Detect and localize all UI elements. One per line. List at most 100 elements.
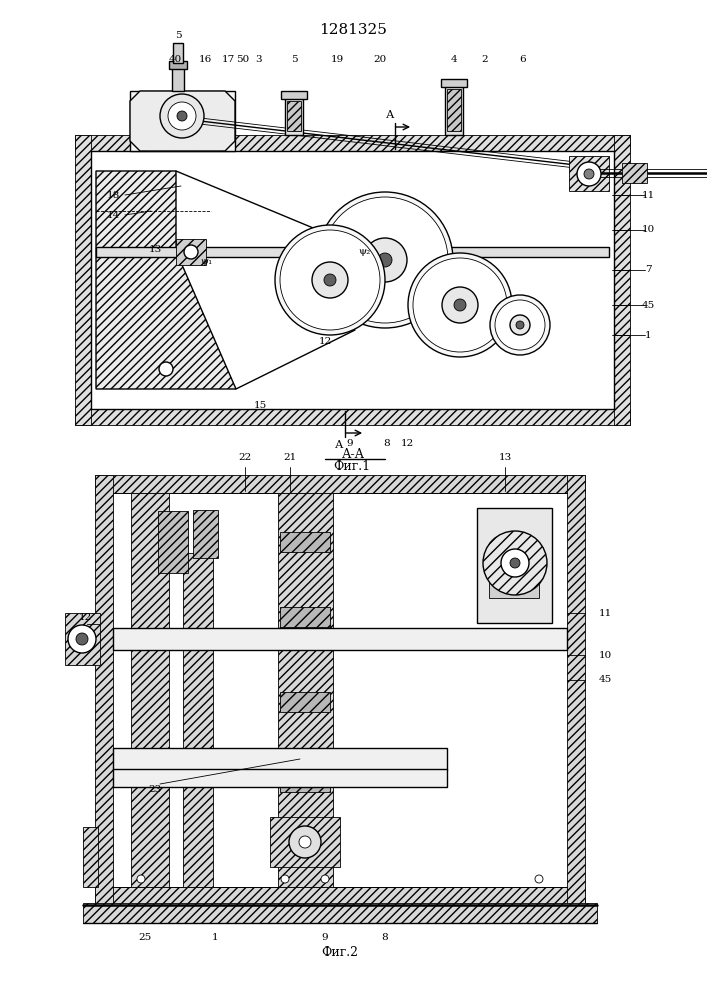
Text: 12: 12 [400,438,414,448]
Text: 20: 20 [373,55,387,64]
Text: Фиг.2: Фиг.2 [322,946,358,960]
Text: 45: 45 [598,676,612,684]
Circle shape [289,826,321,858]
Text: 16: 16 [199,55,211,64]
Circle shape [535,875,543,883]
Bar [169,61,187,69]
Text: 3: 3 [256,55,262,64]
Text: 1281325: 1281325 [319,23,387,37]
Bar [158,511,188,573]
Text: 40: 40 [168,55,182,64]
Text: 2: 2 [481,55,489,64]
Circle shape [137,875,145,883]
Text: 25: 25 [139,932,151,942]
Circle shape [516,321,524,329]
Text: 23: 23 [148,786,162,794]
Bar [144,513,156,867]
Bar [95,887,585,905]
Circle shape [76,633,88,645]
Circle shape [177,111,187,121]
Bar [65,613,100,665]
Bar [280,772,330,792]
Ellipse shape [370,634,416,644]
Bar [95,475,113,905]
Circle shape [510,315,530,335]
Ellipse shape [260,634,305,644]
Text: 13: 13 [498,452,512,462]
Circle shape [160,94,204,138]
Bar [172,63,184,91]
Bar [489,580,539,598]
Text: ψ₂: ψ₂ [359,247,371,256]
Text: 9: 9 [322,932,328,942]
Bar [75,135,91,425]
Ellipse shape [170,754,216,764]
Bar [193,553,203,867]
Text: А: А [386,110,395,120]
Circle shape [184,245,198,259]
Circle shape [317,192,453,328]
Text: 12: 12 [318,338,332,347]
Bar [285,97,303,135]
Polygon shape [96,171,236,389]
Text: 19: 19 [330,55,344,64]
Text: 6: 6 [520,55,526,64]
Bar [298,493,312,887]
Bar [176,239,206,265]
Text: 1: 1 [211,932,218,942]
Bar [75,135,630,151]
Circle shape [275,225,385,335]
Bar [622,163,647,183]
Wedge shape [161,121,203,138]
Bar [193,510,218,558]
Bar [278,493,333,887]
Text: 8: 8 [384,438,390,448]
Circle shape [322,197,448,323]
Circle shape [321,875,329,883]
Bar [441,79,467,87]
Text: 12: 12 [78,613,92,622]
Text: 10: 10 [641,226,655,234]
Circle shape [363,238,407,282]
Circle shape [312,262,348,298]
Text: 5: 5 [291,55,298,64]
Bar [280,837,330,857]
Bar [83,903,597,923]
Circle shape [168,102,196,130]
Bar [477,508,552,623]
Text: 5: 5 [175,31,181,40]
Circle shape [324,274,336,286]
Text: 15: 15 [253,400,267,410]
Text: 11: 11 [641,190,655,200]
Text: 17: 17 [221,55,235,64]
Bar [113,628,567,650]
Bar [183,553,213,887]
Text: Фиг.1: Фиг.1 [334,460,370,474]
Text: 13: 13 [148,245,162,254]
Text: А-А: А-А [341,448,365,462]
Circle shape [281,875,289,883]
Circle shape [495,300,545,350]
Text: 14: 14 [106,211,119,220]
Bar [146,91,219,151]
Text: А: А [335,440,343,450]
Bar [130,91,235,151]
Bar [567,475,585,905]
Circle shape [483,531,547,595]
Text: 1: 1 [645,330,651,340]
Bar [96,247,609,257]
Bar [131,493,169,887]
Bar [113,769,447,787]
Circle shape [510,558,520,568]
Bar [95,475,585,493]
Bar [569,156,609,191]
Bar [270,817,340,867]
Bar [75,409,630,425]
Circle shape [501,549,529,577]
Bar [281,91,307,99]
Circle shape [490,295,550,355]
Text: 21: 21 [284,452,297,462]
Circle shape [442,287,478,323]
Text: 8: 8 [382,932,388,942]
Circle shape [577,162,601,186]
